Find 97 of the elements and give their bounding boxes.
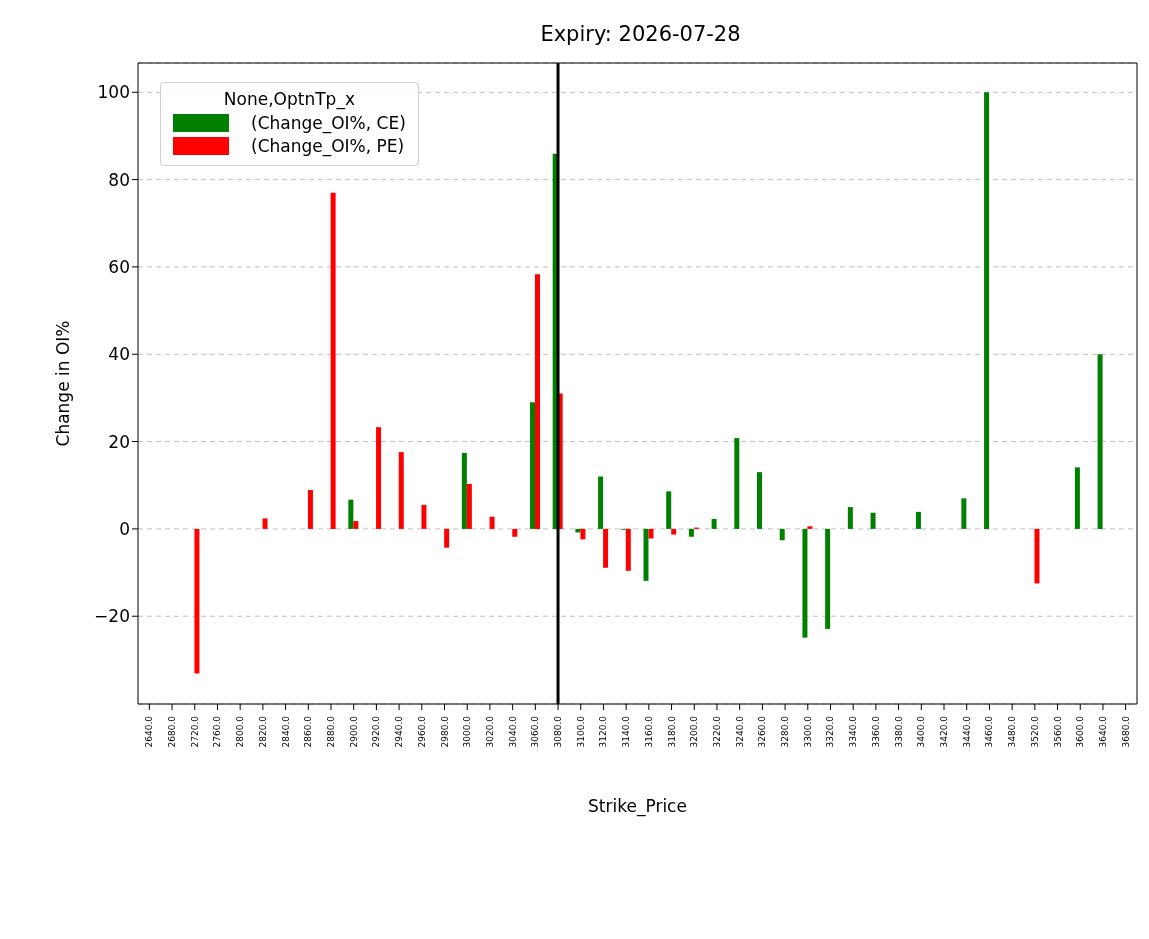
x-tick-label: 3040.0 — [507, 715, 518, 748]
bar — [512, 528, 518, 537]
x-tick-label: 3160.0 — [643, 715, 654, 748]
x-tick-label: 2900.0 — [348, 715, 359, 748]
bar — [671, 528, 677, 535]
x-tick-label: 3420.0 — [939, 715, 950, 748]
x-tick-label: 3360.0 — [870, 715, 881, 748]
bar — [194, 528, 200, 674]
bar — [688, 528, 694, 537]
x-tick-label: 3080.0 — [553, 715, 564, 748]
bar — [330, 192, 336, 529]
x-tick-label: 2640.0 — [144, 715, 155, 748]
x-tick-label: 2720.0 — [189, 715, 200, 748]
x-tick-label: 2840.0 — [280, 715, 291, 748]
bar — [757, 472, 763, 529]
y-tick-label: 40 — [108, 344, 130, 365]
legend-label: (Change_OI%, CE) — [251, 113, 406, 133]
y-tick-label: 20 — [108, 431, 130, 452]
x-tick-label: 3680.0 — [1120, 715, 1131, 748]
bar — [603, 528, 609, 568]
x-tick-label: 3100.0 — [575, 715, 586, 748]
x-tick-label: 3020.0 — [484, 715, 495, 748]
x-axis-title: Strike_Price — [588, 796, 687, 817]
x-tick-label: 2980.0 — [439, 715, 450, 748]
bar — [353, 521, 359, 529]
x-tick-label: 3220.0 — [711, 715, 722, 748]
y-tick-label: 80 — [108, 169, 130, 190]
bar — [643, 528, 649, 581]
x-tick-label: 3180.0 — [666, 715, 677, 748]
x-tick-label: 3480.0 — [1007, 715, 1018, 748]
bar — [489, 516, 495, 529]
x-tick-label: 3000.0 — [462, 715, 473, 748]
legend-label: (Change_OI%, PE) — [251, 136, 405, 156]
bar — [444, 528, 450, 548]
x-tick-label: 3280.0 — [780, 715, 791, 748]
bar — [825, 528, 831, 629]
y-tick-label: −20 — [94, 606, 130, 627]
x-tick-label: 3260.0 — [757, 715, 768, 748]
x-tick-label: 3600.0 — [1075, 715, 1086, 748]
y-tick-label: 100 — [97, 82, 130, 103]
y-tick-label: 0 — [119, 518, 130, 539]
bar — [534, 274, 540, 529]
bar — [598, 476, 604, 529]
x-tick-label: 2920.0 — [371, 715, 382, 748]
bar — [466, 483, 472, 529]
x-tick-label: 3300.0 — [802, 715, 813, 748]
x-tick-label: 3240.0 — [734, 715, 745, 748]
legend-title: None,OptnTp_x — [222, 89, 356, 109]
bar — [807, 526, 813, 529]
chart-title: Expiry: 2026-07-28 — [539, 22, 742, 46]
bar — [529, 402, 535, 529]
x-tick-label: 3400.0 — [916, 715, 927, 748]
bar — [734, 438, 740, 529]
x-tick-label: 3380.0 — [893, 715, 904, 748]
bar — [348, 499, 354, 529]
x-tick-label: 2960.0 — [416, 715, 427, 748]
bar — [802, 528, 808, 638]
x-tick-label: 2760.0 — [212, 715, 223, 748]
bar — [847, 507, 853, 529]
y-axis-title: Change in OI% — [53, 320, 74, 447]
y-tick-label: 60 — [108, 256, 130, 277]
x-tick-label: 3200.0 — [689, 715, 700, 748]
x-tick-label: 3460.0 — [984, 715, 995, 748]
bar — [648, 528, 654, 539]
bar — [1074, 467, 1080, 529]
bar — [915, 511, 921, 529]
x-tick-label: 3440.0 — [961, 715, 972, 748]
bar — [870, 512, 876, 529]
x-tick-label: 2800.0 — [235, 715, 246, 748]
bar — [1034, 528, 1040, 584]
x-tick-label: 3060.0 — [530, 715, 541, 748]
bar — [461, 452, 467, 529]
x-tick-label: 2940.0 — [394, 715, 405, 748]
bar — [984, 92, 990, 529]
x-tick-label: 3560.0 — [1052, 715, 1063, 748]
bar — [625, 528, 631, 571]
bar — [307, 490, 313, 529]
bar — [961, 498, 967, 529]
bar — [398, 452, 404, 529]
bar — [262, 518, 268, 529]
bar — [779, 528, 785, 541]
x-tick-label: 3520.0 — [1029, 715, 1040, 748]
x-tick-label: 2820.0 — [257, 715, 268, 748]
bar — [580, 528, 586, 540]
bar — [421, 504, 427, 529]
x-tick-label: 3120.0 — [598, 715, 609, 748]
x-tick-label: 2680.0 — [167, 715, 178, 748]
bar — [666, 491, 672, 529]
x-tick-label: 3340.0 — [848, 715, 859, 748]
x-tick-label: 3140.0 — [621, 715, 632, 748]
bar — [376, 427, 382, 529]
x-tick-label: 3640.0 — [1097, 715, 1108, 748]
bar — [1097, 354, 1103, 529]
bar — [711, 518, 717, 529]
x-tick-label: 3320.0 — [825, 715, 836, 748]
x-tick-label: 2860.0 — [303, 715, 314, 748]
x-tick-label: 2880.0 — [325, 715, 336, 748]
